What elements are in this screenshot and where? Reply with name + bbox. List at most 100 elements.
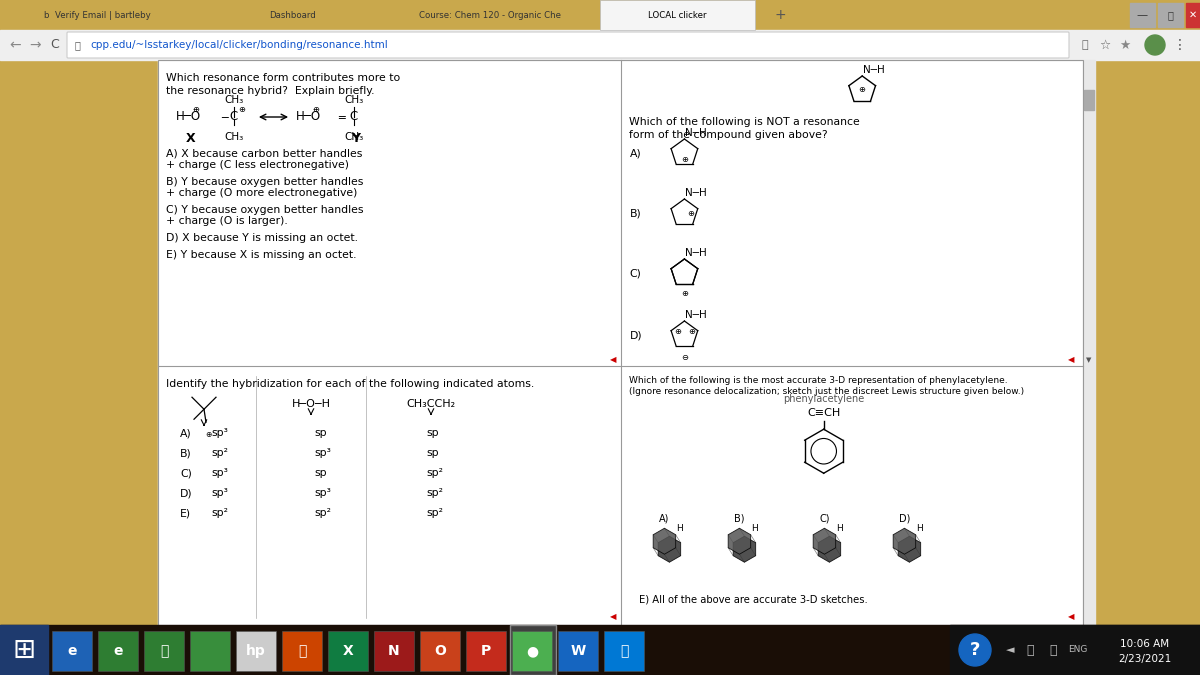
Text: ⊕: ⊕ bbox=[859, 86, 865, 94]
Bar bbox=[558, 631, 598, 671]
Text: sp²: sp² bbox=[211, 448, 228, 458]
Text: E): E) bbox=[180, 508, 191, 518]
Text: C: C bbox=[50, 38, 59, 51]
Text: ⊕: ⊕ bbox=[312, 105, 319, 113]
Text: A): A) bbox=[659, 513, 670, 523]
Text: 🔍: 🔍 bbox=[1081, 40, 1088, 50]
Text: ═: ═ bbox=[338, 112, 344, 122]
Text: hp: hp bbox=[246, 644, 266, 658]
Text: D): D) bbox=[630, 330, 642, 340]
Text: C): C) bbox=[820, 513, 829, 523]
Text: CH₃: CH₃ bbox=[224, 95, 244, 105]
Text: 🦊: 🦊 bbox=[298, 644, 306, 658]
Text: D): D) bbox=[180, 488, 193, 498]
Text: Y: Y bbox=[352, 132, 360, 146]
Text: B): B) bbox=[630, 208, 641, 218]
Bar bbox=[158, 60, 1084, 625]
Text: Identify the hybridization for each of the following indicated atoms.: Identify the hybridization for each of t… bbox=[166, 379, 534, 389]
Text: H─Ö: H─Ö bbox=[176, 111, 202, 124]
Text: X: X bbox=[186, 132, 196, 146]
Text: Which of the following is the most accurate 3-D representation of phenylacetylen: Which of the following is the most accur… bbox=[630, 376, 1025, 396]
Text: C≡CH: C≡CH bbox=[808, 408, 840, 418]
Text: 🔒: 🔒 bbox=[74, 40, 80, 50]
Text: e: e bbox=[67, 644, 77, 658]
Text: sp²: sp² bbox=[314, 508, 331, 518]
Text: ⊕: ⊕ bbox=[686, 209, 694, 217]
Text: ◀: ◀ bbox=[610, 612, 617, 622]
Text: ◀: ◀ bbox=[1068, 612, 1074, 622]
Text: Course: Chem 120 - Organic Che: Course: Chem 120 - Organic Che bbox=[419, 11, 562, 20]
Text: E) All of the above are accurate 3-D sketches.: E) All of the above are accurate 3-D ske… bbox=[640, 595, 868, 605]
Text: ?: ? bbox=[970, 641, 980, 659]
Text: N─H: N─H bbox=[863, 65, 884, 75]
Text: sp: sp bbox=[314, 428, 326, 438]
Text: N─H: N─H bbox=[685, 128, 707, 138]
Bar bbox=[0, 0, 1200, 30]
Text: ⊕: ⊕ bbox=[205, 430, 211, 439]
Text: phenylacetylene: phenylacetylene bbox=[784, 394, 864, 404]
Bar bbox=[420, 631, 460, 671]
Text: ⊕: ⊕ bbox=[680, 155, 688, 163]
Text: H─O─H: H─O─H bbox=[292, 399, 330, 409]
Bar bbox=[190, 631, 230, 671]
Text: N─H: N─H bbox=[685, 248, 707, 258]
Text: H: H bbox=[916, 524, 923, 533]
Text: X: X bbox=[343, 644, 353, 658]
Text: B) Y because oxygen better handles: B) Y because oxygen better handles bbox=[166, 177, 364, 187]
Text: ⊕: ⊕ bbox=[192, 105, 199, 113]
Text: C): C) bbox=[180, 468, 192, 478]
Bar bbox=[1084, 60, 1096, 625]
Text: D): D) bbox=[899, 513, 910, 523]
Text: N─H: N─H bbox=[685, 188, 707, 198]
Text: Which resonance form contributes more to
the resonance hybrid?  Explain briefly.: Which resonance form contributes more to… bbox=[166, 73, 401, 97]
Text: H: H bbox=[836, 524, 842, 533]
Text: sp³: sp³ bbox=[314, 488, 331, 498]
Text: 10:06 AM: 10:06 AM bbox=[1121, 639, 1170, 649]
Text: ▼: ▼ bbox=[1086, 357, 1092, 363]
Text: CH₃CCH₂: CH₃CCH₂ bbox=[407, 399, 456, 409]
Text: ⊖: ⊖ bbox=[680, 352, 688, 362]
Text: ⋮: ⋮ bbox=[1174, 38, 1187, 52]
Text: A): A) bbox=[180, 428, 192, 438]
Text: ⊕: ⊕ bbox=[239, 105, 246, 115]
Text: sp²: sp² bbox=[426, 508, 443, 518]
Text: P: P bbox=[481, 644, 491, 658]
Bar bbox=[0, 30, 1200, 60]
Text: sp³: sp³ bbox=[314, 448, 331, 458]
Text: H: H bbox=[751, 524, 758, 533]
Text: W: W bbox=[570, 644, 586, 658]
Bar bbox=[282, 631, 322, 671]
Text: cpp.edu/~lsstarkey/local/clicker/bonding/resonance.html: cpp.edu/~lsstarkey/local/clicker/bonding… bbox=[90, 40, 388, 50]
Text: ─: ─ bbox=[221, 112, 228, 122]
Bar bbox=[600, 0, 755, 30]
Bar bbox=[0, 625, 1200, 675]
Bar bbox=[0, 625, 48, 675]
Bar bbox=[1158, 3, 1183, 27]
Text: ⊕: ⊕ bbox=[674, 327, 680, 337]
Text: CH₃: CH₃ bbox=[344, 95, 364, 105]
Text: ENG: ENG bbox=[1068, 645, 1087, 655]
Bar bbox=[374, 631, 414, 671]
Text: ◄: ◄ bbox=[1006, 645, 1014, 655]
Polygon shape bbox=[814, 529, 835, 554]
Text: H: H bbox=[676, 524, 683, 533]
Text: + charge (O more electronegative): + charge (O more electronegative) bbox=[166, 188, 358, 198]
Text: —: — bbox=[1136, 10, 1147, 20]
Text: H─Ö: H─Ö bbox=[296, 111, 322, 124]
Text: C: C bbox=[230, 111, 238, 124]
Text: ◀: ◀ bbox=[1068, 355, 1074, 364]
Polygon shape bbox=[653, 529, 676, 554]
Text: CH₃: CH₃ bbox=[344, 132, 364, 142]
Text: B): B) bbox=[734, 513, 745, 523]
Text: A) X because carbon better handles: A) X because carbon better handles bbox=[166, 149, 362, 159]
Polygon shape bbox=[898, 536, 920, 562]
Text: + charge (C less electronegative): + charge (C less electronegative) bbox=[166, 160, 349, 170]
Text: Which of the following is NOT a resonance
form of the compound given above?: Which of the following is NOT a resonanc… bbox=[630, 117, 860, 140]
Text: D) X because Y is missing an octet.: D) X because Y is missing an octet. bbox=[166, 233, 358, 243]
Text: C): C) bbox=[630, 268, 641, 278]
Bar bbox=[950, 625, 1200, 675]
Bar bbox=[158, 60, 1084, 625]
Text: E) Y because X is missing an octet.: E) Y because X is missing an octet. bbox=[166, 250, 356, 260]
Text: sp: sp bbox=[426, 448, 439, 458]
Text: ⊕: ⊕ bbox=[680, 288, 688, 298]
